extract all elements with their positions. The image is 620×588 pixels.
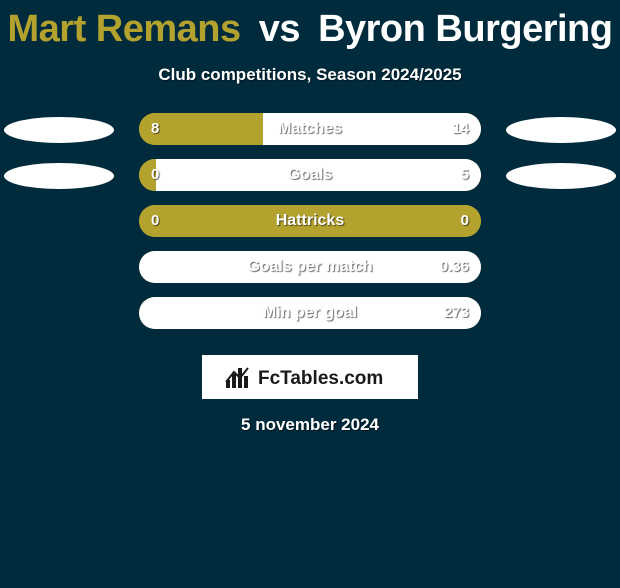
comparison-chart: 814Matches 05Goals 00Hattricks 0.36Goals pe… <box>0 113 620 343</box>
metric-row: 273Min per goal <box>0 297 620 343</box>
metric-row: 00Hattricks <box>0 205 620 251</box>
vs-text: vs <box>259 8 300 50</box>
metric-label: Goals <box>139 159 481 191</box>
metric-label: Goals per match <box>139 251 481 283</box>
player1-ellipse <box>4 163 114 189</box>
bar-track: 00Hattricks <box>139 205 481 237</box>
player2-ellipse <box>506 163 616 189</box>
metric-row: 814Matches <box>0 113 620 159</box>
bar-track: 05Goals <box>139 159 481 191</box>
metric-row: 05Goals <box>0 159 620 205</box>
player1-name: Mart Remans <box>8 8 241 50</box>
player2-name: Byron Burgering <box>318 8 612 50</box>
metric-label: Matches <box>139 113 481 145</box>
bar-track: 814Matches <box>139 113 481 145</box>
bar-track: 0.36Goals per match <box>139 251 481 283</box>
metric-row: 0.36Goals per match <box>0 251 620 297</box>
metric-label: Hattricks <box>139 205 481 237</box>
fctables-logo: FcTables.com <box>202 355 418 399</box>
date-text: 5 november 2024 <box>0 415 620 435</box>
page-title: Mart Remans vs Byron Burgering <box>0 8 620 51</box>
metric-label: Min per goal <box>139 297 481 329</box>
subtitle: Club competitions, Season 2024/2025 <box>0 65 620 85</box>
svg-text:FcTables.com: FcTables.com <box>258 368 383 389</box>
player2-ellipse <box>506 117 616 143</box>
bar-track: 273Min per goal <box>139 297 481 329</box>
fctables-logo-icon: FcTables.com <box>220 362 400 392</box>
player1-ellipse <box>4 117 114 143</box>
